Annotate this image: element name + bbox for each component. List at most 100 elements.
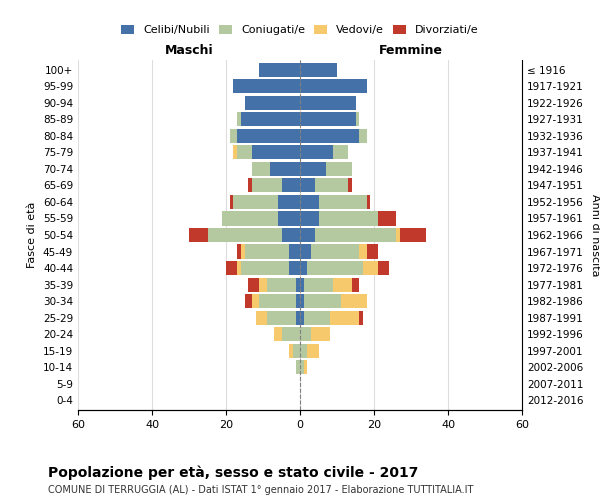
Bar	[271, 162, 300, 176]
Bar	[300, 344, 319, 357]
Bar	[300, 129, 367, 143]
Bar	[300, 278, 359, 291]
Bar	[233, 146, 300, 160]
Bar	[266, 278, 300, 291]
Bar	[300, 294, 367, 308]
Bar	[300, 327, 311, 341]
Bar	[208, 228, 300, 242]
Bar	[296, 360, 300, 374]
Bar	[245, 294, 300, 308]
Bar	[300, 294, 341, 308]
Bar	[300, 261, 307, 275]
Bar	[300, 360, 307, 374]
Bar	[300, 244, 311, 258]
Bar	[300, 146, 348, 160]
Bar	[245, 96, 300, 110]
Bar	[300, 195, 370, 209]
Y-axis label: Fasce di età: Fasce di età	[28, 202, 37, 268]
Bar	[300, 162, 326, 176]
Bar	[300, 228, 396, 242]
Bar	[259, 278, 300, 291]
Bar	[233, 80, 300, 94]
Bar	[300, 278, 334, 291]
Bar	[245, 96, 300, 110]
Bar	[300, 146, 348, 160]
Bar	[300, 112, 359, 126]
Legend: Celibi/Nubili, Coniugati/e, Vedovi/e, Divorziati/e: Celibi/Nubili, Coniugati/e, Vedovi/e, Di…	[117, 20, 483, 40]
Bar	[300, 228, 400, 242]
Bar	[237, 112, 300, 126]
Bar	[252, 162, 300, 176]
Bar	[300, 162, 352, 176]
Bar	[233, 195, 300, 209]
Bar	[300, 80, 367, 94]
Bar	[300, 80, 367, 94]
Text: COMUNE DI TERRUGGIA (AL) - Dati ISTAT 1° gennaio 2017 - Elaborazione TUTTITALIA.: COMUNE DI TERRUGGIA (AL) - Dati ISTAT 1°…	[48, 485, 473, 495]
Bar	[259, 294, 300, 308]
Bar	[300, 212, 378, 226]
Bar	[208, 228, 300, 242]
Bar	[252, 146, 300, 160]
Bar	[223, 212, 300, 226]
Bar	[281, 327, 300, 341]
Bar	[300, 162, 352, 176]
Bar	[296, 310, 300, 324]
Bar	[300, 63, 337, 77]
Bar	[300, 310, 363, 324]
Bar	[281, 178, 300, 192]
Bar	[300, 294, 304, 308]
Bar	[237, 261, 300, 275]
Bar	[300, 195, 367, 209]
Bar	[300, 146, 334, 160]
Bar	[259, 63, 300, 77]
Bar	[300, 178, 352, 192]
Bar	[256, 310, 300, 324]
Bar	[300, 162, 352, 176]
Bar	[223, 212, 300, 226]
Bar	[300, 310, 359, 324]
Bar	[289, 244, 300, 258]
Bar	[296, 360, 300, 374]
Bar	[300, 244, 359, 258]
Bar	[278, 195, 300, 209]
Bar	[252, 178, 300, 192]
Bar	[300, 327, 329, 341]
Bar	[248, 278, 300, 291]
Bar	[296, 360, 300, 374]
Bar	[248, 178, 300, 192]
Bar	[230, 129, 300, 143]
Bar	[300, 63, 337, 77]
Bar	[259, 63, 300, 77]
Bar	[289, 344, 300, 357]
Bar	[241, 112, 300, 126]
Bar	[300, 327, 329, 341]
Bar	[300, 278, 352, 291]
Bar	[300, 310, 329, 324]
Bar	[300, 178, 348, 192]
Bar	[300, 80, 367, 94]
Bar	[293, 344, 300, 357]
Bar	[233, 80, 300, 94]
Bar	[296, 294, 300, 308]
Bar	[252, 178, 300, 192]
Bar	[289, 344, 300, 357]
Bar	[189, 228, 300, 242]
Bar	[300, 195, 367, 209]
Bar	[300, 96, 355, 110]
Bar	[230, 129, 300, 143]
Bar	[300, 344, 307, 357]
Bar	[300, 112, 355, 126]
Bar	[252, 294, 300, 308]
Bar	[300, 129, 359, 143]
Bar	[300, 129, 367, 143]
Bar	[252, 162, 300, 176]
Bar	[230, 195, 300, 209]
Bar	[300, 212, 319, 226]
Bar	[230, 129, 300, 143]
Bar	[237, 112, 300, 126]
Bar	[300, 212, 396, 226]
Bar	[237, 244, 300, 258]
Bar	[233, 195, 300, 209]
Bar	[245, 96, 300, 110]
Bar	[300, 96, 355, 110]
